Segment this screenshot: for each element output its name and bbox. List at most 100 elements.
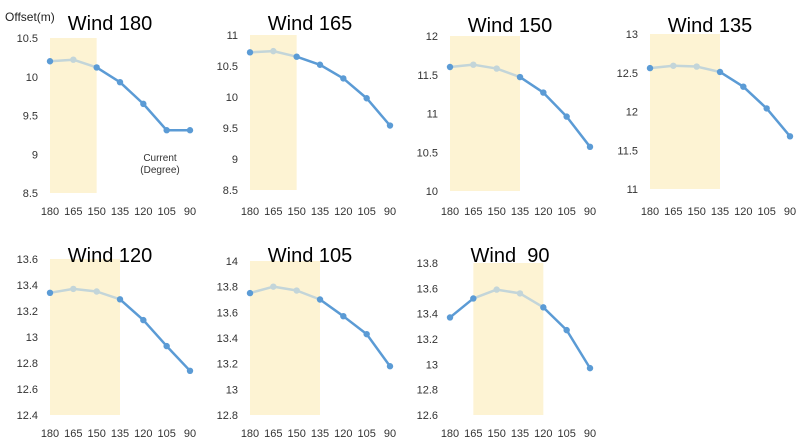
x-tick-label: 150 (87, 428, 105, 440)
y-tick-label: 10 (226, 92, 238, 104)
series-line-segment (295, 55, 322, 67)
chart-title: Wind 135 (668, 15, 753, 37)
x-tick-label: 105 (157, 206, 175, 218)
data-point (470, 61, 477, 68)
chart-svg: 10 10.5 11 11.5 12 180 165 150 135 120 105 90 Wind 1… (417, 15, 597, 218)
chart-panel-6: 12.8 13 13.2 13.4 13.6 13.8 14 180 165 150 135 120 1… (200, 222, 400, 444)
x-tick-label: 165 (264, 428, 282, 440)
y-tick-label: 13 (426, 359, 438, 371)
data-point (186, 127, 194, 134)
chart-title: Wind 165 (268, 13, 353, 35)
y-tick-label: 13.4 (217, 333, 238, 345)
y-tick-label: 14 (226, 256, 238, 268)
data-point (786, 133, 794, 140)
y-tick-label: 9 (32, 149, 38, 161)
series-line-segment (565, 328, 592, 370)
x-tick-label: 180 (241, 206, 259, 218)
data-point (293, 287, 300, 294)
y-axis-label: Offset(m) (5, 10, 55, 24)
series-line-segment (142, 102, 168, 132)
chart-panel-1: 8.5 9 9.5 10 10.5 180 165 150 135 120 105 90 Wind 18… (0, 0, 200, 222)
x-tick-label: 135 (111, 428, 129, 440)
series-line-segment (718, 70, 745, 88)
data-point (670, 62, 677, 69)
y-tick-label: 10.5 (217, 61, 238, 73)
x-tick-label: 135 (311, 206, 329, 218)
series-line-segment (118, 298, 145, 322)
series-line-segment (365, 96, 392, 127)
data-point (563, 326, 570, 334)
x-tick-label: 120 (134, 428, 152, 440)
y-tick-label: 11 (627, 184, 638, 196)
x-tick-label: 180 (441, 206, 459, 218)
current-degree-annotation: Current (Degree) (140, 153, 179, 176)
data-point (340, 312, 347, 320)
series-line-segment (648, 64, 675, 70)
chart-panel-2: 8.5 9 9.5 10 10.5 11 180 165 150 135 120 105 90 Wind … (200, 0, 400, 222)
x-tick-label: 180 (441, 428, 459, 440)
x-tick-label: 120 (334, 428, 352, 440)
x-tick-label: 150 (87, 206, 105, 218)
x-tick-label: 135 (311, 428, 329, 440)
data-point (246, 289, 254, 297)
x-tick-label: 180 (641, 206, 659, 218)
series-line-segment (495, 288, 522, 295)
y-tick-label: 12.4 (17, 410, 38, 422)
series-line-segment (48, 287, 75, 295)
x-tick-label: 90 (584, 428, 596, 440)
highlight-band (50, 259, 120, 415)
y-tick-label: 9 (232, 154, 238, 166)
y-tick-label: 11 (427, 109, 438, 121)
x-tick-label: 150 (487, 428, 505, 440)
series-line-segment (472, 63, 498, 70)
data-point (70, 56, 77, 63)
series-line-segment (48, 58, 75, 63)
series-line-segment (118, 80, 145, 106)
y-tick-label: 10 (426, 186, 438, 198)
y-tick-label: 13.2 (17, 306, 38, 318)
data-point (270, 47, 277, 55)
series-line-segment (765, 107, 792, 138)
series-line-segment (342, 314, 368, 336)
data-point (93, 64, 100, 71)
y-tick-label: 10 (26, 72, 38, 84)
series-line-segment (342, 77, 368, 100)
data-point (740, 83, 747, 90)
y-tick-label: 13.2 (217, 359, 238, 371)
y-tick-label: 11 (227, 30, 238, 42)
y-tick-label: 8.5 (223, 185, 238, 197)
data-point (316, 296, 324, 303)
data-point (70, 285, 77, 293)
y-tick-label: 12.8 (417, 385, 438, 397)
chart-svg: 8.5 9 9.5 10 10.5 11 180 165 150 135 120 105 90 Wind … (217, 13, 397, 218)
x-tick-label: 90 (584, 206, 596, 218)
x-tick-label: 165 (464, 428, 482, 440)
chart-title: Wind 120 (68, 245, 153, 267)
y-tick-label: 13 (26, 332, 38, 344)
series-line-segment (518, 75, 545, 94)
x-tick-label: 150 (687, 206, 705, 218)
x-tick-label: 165 (464, 206, 482, 218)
y-tick-label: 12.5 (617, 68, 638, 80)
data-point (363, 330, 370, 338)
x-tick-label: 150 (487, 206, 505, 218)
x-tick-label: 105 (357, 206, 375, 218)
data-point (716, 68, 724, 76)
x-tick-label: 165 (664, 206, 682, 218)
data-point (470, 295, 477, 302)
data-point (140, 316, 147, 324)
y-tick-label: 13.4 (17, 280, 38, 292)
y-tick-label: 12.8 (217, 410, 238, 422)
x-tick-label: 105 (557, 206, 575, 218)
y-tick-label: 11.5 (417, 70, 438, 82)
x-tick-label: 105 (757, 206, 775, 218)
y-tick-label: 13.6 (17, 254, 38, 266)
data-point (293, 53, 300, 60)
data-point (563, 113, 570, 120)
series-line-segment (295, 289, 322, 301)
series-line-segment (318, 298, 345, 318)
data-point (693, 63, 700, 70)
chart-title: Wind 90 (471, 245, 550, 267)
series-line-segment (565, 115, 592, 149)
series-line-segment (72, 58, 98, 69)
